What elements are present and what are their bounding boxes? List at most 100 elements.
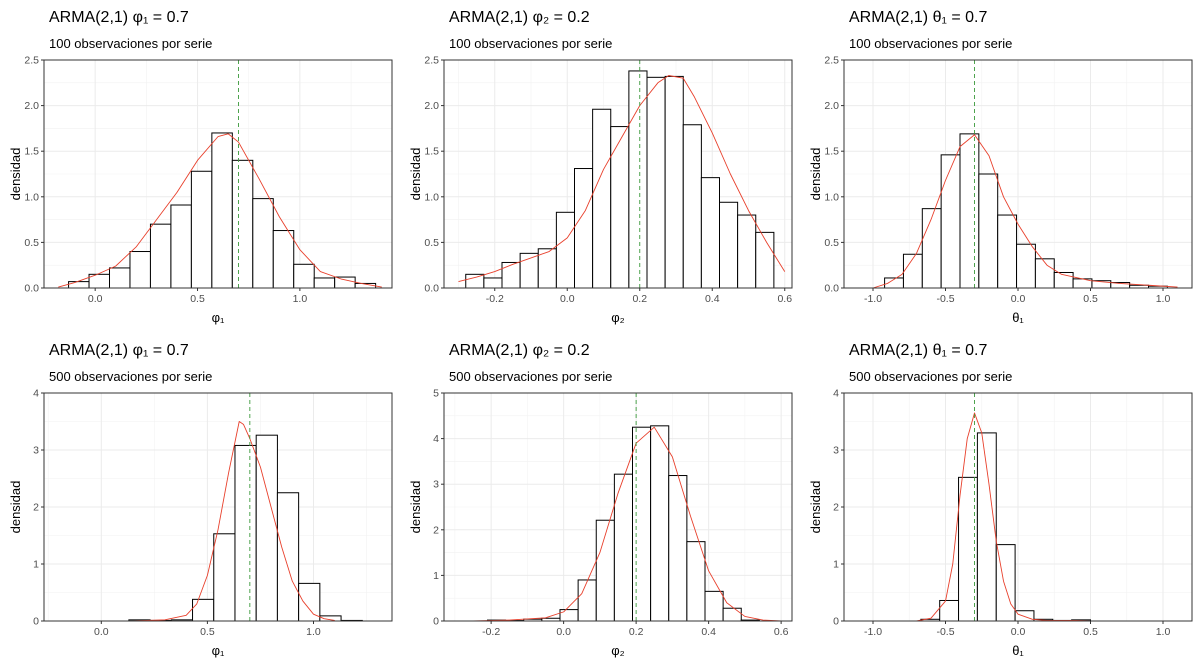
chart-title: ARMA(2,1) φ₂ = 0.2: [449, 342, 590, 359]
histogram-bar: [465, 273, 485, 289]
histogram-bar: [574, 168, 594, 289]
histogram-bar: [149, 223, 172, 289]
chart-svg: ARMA(2,1) φ₁ = 0.7 100 observaciones por …: [8, 9, 393, 325]
y-tick-label: 2.5: [824, 55, 839, 67]
histogram-bar: [997, 214, 1018, 289]
histogram-bar: [704, 590, 724, 622]
density-curve: [916, 412, 1091, 622]
histogram-bar: [190, 170, 213, 289]
y-tick-label: 4: [33, 388, 39, 400]
y-tick-label: 2.5: [24, 55, 39, 67]
panel-4: ARMA(2,1) φ₁ = 0.7 500 observaciones por …: [0, 333, 400, 665]
panel-1: ARMA(2,1) φ₁ = 0.7 100 observaciones por …: [0, 0, 400, 332]
histogram-bar: [272, 230, 295, 289]
histogram-bar: [664, 75, 684, 289]
chart-svg: ARMA(2,1) φ₂ = 0.2 100 observaciones por …: [408, 9, 793, 325]
chart-subtitle: 100 observaciones por serie: [49, 36, 212, 51]
y-tick-label: 2: [33, 502, 39, 514]
histogram-bar: [755, 231, 775, 289]
histogram-bar: [109, 267, 131, 289]
x-tick-label: -1.0: [864, 626, 882, 638]
x-tick-label: 0.0: [1011, 626, 1026, 638]
plot-border: [443, 392, 793, 622]
x-tick-label: 0.2: [629, 626, 644, 638]
panel-2: ARMA(2,1) φ₂ = 0.2 100 observaciones por …: [400, 0, 800, 332]
y-tick-label: 1.5: [24, 146, 39, 158]
y-tick-label: 2: [833, 502, 839, 514]
y-tick-label: 3: [833, 445, 839, 457]
panel-6: ARMA(2,1) θ₁ = 0.7 500 observaciones por …: [800, 333, 1200, 665]
histogram-bars: [68, 132, 377, 289]
x-tick-label: 1.0: [293, 293, 308, 305]
histogram-bar: [129, 251, 151, 289]
histogram-bar: [1034, 258, 1055, 289]
y-tick-label: 5: [433, 388, 439, 400]
chart-svg: ARMA(2,1) θ₁ = 0.7 500 observaciones por …: [808, 342, 1193, 658]
histogram-bar: [700, 177, 720, 289]
histogram-bar: [334, 276, 356, 289]
y-tick-label: 0.0: [424, 283, 439, 295]
chart-title: ARMA(2,1) φ₁ = 0.7: [49, 342, 189, 359]
chart-subtitle: 500 observaciones por serie: [449, 369, 612, 384]
x-tick-label: 1.0: [306, 626, 321, 638]
histogram-bar: [213, 533, 236, 622]
x-tick-label: -0.5: [936, 293, 954, 305]
chart-subtitle: 100 observaciones por serie: [449, 36, 612, 51]
density-curve: [872, 134, 1178, 289]
density-curve: [472, 426, 782, 622]
x-tick-label: 1.0: [1156, 293, 1171, 305]
histogram-bar: [650, 425, 670, 622]
chart-title: ARMA(2,1) θ₁ = 0.7: [849, 342, 987, 359]
x-tick-label: -0.5: [936, 626, 954, 638]
histogram-bar: [737, 214, 757, 289]
y-tick-label: 1.5: [824, 146, 839, 158]
histogram-bars: [884, 133, 1168, 289]
x-tick-label: 0.0: [556, 626, 571, 638]
y-tick-label: 0: [833, 616, 839, 628]
histogram-bar: [646, 76, 666, 289]
x-tick-label: 0.2: [632, 293, 647, 305]
histogram-bars: [487, 425, 760, 622]
y-tick-label: 4: [433, 433, 439, 445]
y-tick-label: 3: [433, 479, 439, 491]
histogram-bar: [722, 607, 742, 622]
histogram-bar: [555, 211, 575, 289]
histogram-bar: [1014, 610, 1035, 622]
chart-svg: ARMA(2,1) φ₁ = 0.7 500 observaciones por …: [8, 342, 393, 658]
histogram-bar: [719, 201, 739, 289]
histogram-bar: [231, 159, 254, 289]
histogram-bar: [1016, 243, 1036, 289]
y-tick-label: 0.5: [824, 237, 839, 249]
histogram-bar: [592, 108, 612, 289]
x-tick-label: 0.5: [200, 626, 215, 638]
histogram-bar: [234, 444, 257, 622]
histogram-bar: [501, 261, 521, 289]
chart-subtitle: 500 observaciones por serie: [49, 369, 212, 384]
x-axis-label: θ₁: [1012, 643, 1024, 658]
x-axis-label: φ₁: [212, 643, 225, 658]
histogram-bar: [686, 541, 706, 622]
histogram-bar: [313, 277, 336, 289]
density-curve: [458, 75, 786, 283]
histogram-bar: [959, 133, 980, 289]
histogram-bar: [628, 70, 648, 289]
histogram-bar: [682, 124, 702, 289]
histogram-bar: [668, 475, 688, 622]
x-tick-label: 0.0: [94, 626, 109, 638]
panel-3: ARMA(2,1) θ₁ = 0.7 100 observaciones por …: [800, 0, 1200, 332]
y-tick-label: 1.0: [24, 191, 39, 203]
plot-border: [443, 59, 793, 289]
histogram-bar: [976, 432, 997, 622]
histogram-bars: [465, 70, 775, 289]
y-tick-label: 2.0: [824, 100, 839, 112]
chart-title: ARMA(2,1) θ₁ = 0.7: [849, 9, 987, 26]
histogram-bar: [192, 598, 215, 622]
x-tick-label: -0.2: [482, 626, 500, 638]
x-tick-label: 0.4: [705, 293, 720, 305]
histogram-bar: [293, 263, 315, 289]
y-axis-label: densidad: [8, 148, 23, 201]
x-tick-label: 0.0: [1011, 293, 1026, 305]
histogram-bar: [68, 281, 90, 289]
x-tick-label: 0.0: [88, 293, 103, 305]
x-tick-label: 0.4: [701, 626, 716, 638]
